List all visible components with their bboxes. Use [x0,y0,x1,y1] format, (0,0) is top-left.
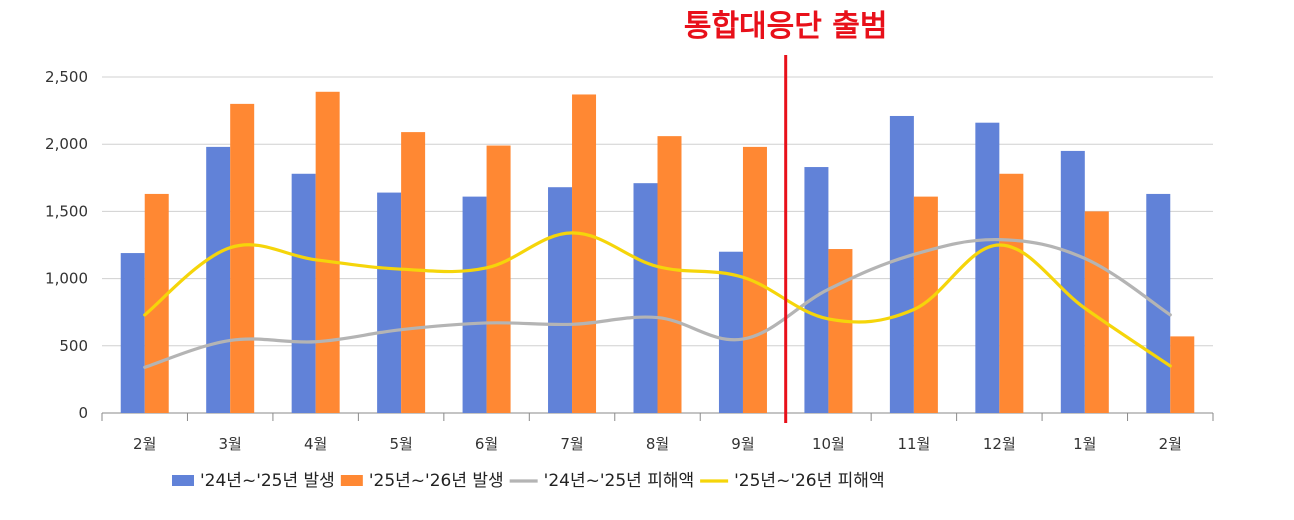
bar-s2-4월-2 [315,91,340,413]
y-tick-label: 0 [78,404,88,422]
bar-s1-6월-4 [462,196,487,413]
line-series-4 [143,231,1172,368]
y-tick-label: 1,000 [45,270,88,288]
x-tick-label: 12월 [983,435,1016,453]
legend-swatch-1 [172,475,194,486]
bars [120,91,1195,414]
bar-s2-5월-3 [401,132,426,413]
bar-s2-2월-12 [1170,336,1195,413]
bar-s2-8월-6 [657,136,682,414]
bar-s1-11월-9 [889,115,914,413]
legend-label-4: '25년~'26년 피해액 [734,471,884,491]
y-tick-label: 2,000 [45,135,88,153]
legend-swatch-2 [340,475,363,486]
bar-s2-7월-5 [572,94,597,414]
x-tick-label: 1월 [1073,435,1096,453]
x-tick-label: 5월 [389,435,412,453]
bar-s1-1월-11 [1060,150,1085,414]
x-tick-label: 2월 [1159,435,1182,453]
x-tick-label: 8월 [646,435,669,453]
bar-s1-9월-7 [718,251,743,413]
x-axis: 2월 3월 4월 5월 6월 7월 8월 9월 10월 11월 12월 1월 2월 [101,413,1214,453]
y-tick-label: 2,500 [45,68,88,86]
x-tick-label: 10월 [812,435,845,453]
y-tick-label: 1,500 [45,202,88,220]
legend-label-2: '25년~'26년 발생 [369,471,504,491]
x-tick-label: 4월 [304,435,327,453]
bar-s1-8월-6 [633,183,658,413]
bar-s1-4월-2 [291,173,316,413]
annotation-text: 통합대응단 출범 [684,9,888,44]
bar-s2-12월-10 [999,173,1024,413]
bar-s2-3월-1 [230,103,255,413]
x-tick-label: 2월 [133,435,156,453]
bar-s2-6월-4 [486,145,511,413]
y-axis-ticks: 0 500 1,000 1,500 2,000 2,500 [45,68,88,422]
bar-s1-3월-1 [206,146,231,413]
bar-s1-2월-12 [1146,193,1171,413]
x-tick-label: 9월 [731,435,754,453]
line-series-3 [143,238,1172,369]
bar-s2-10월-8 [828,249,853,413]
bar-s2-11월-9 [913,196,938,413]
bar-s1-2월-0 [120,253,145,413]
bar-s1-7월-5 [548,187,573,413]
annotation: 통합대응단 출범 [684,9,888,423]
legend: '24년~'25년 발생 '25년~'26년 발생 '24년~'25년 피해액 '25… [172,471,885,491]
bar-s1-5월-3 [377,192,402,413]
legend-label-3: '24년~'25년 피해액 [544,471,694,491]
y-tick-label: 500 [59,337,88,355]
x-tick-label: 11월 [897,435,930,453]
legend-label-1: '24년~'25년 발생 [200,471,335,491]
lines [143,231,1172,369]
x-tick-label: 3월 [219,435,242,453]
x-tick-label: 7월 [560,435,583,453]
bar-s1-12월-10 [975,122,1000,414]
x-tick-label: 6월 [475,435,498,453]
